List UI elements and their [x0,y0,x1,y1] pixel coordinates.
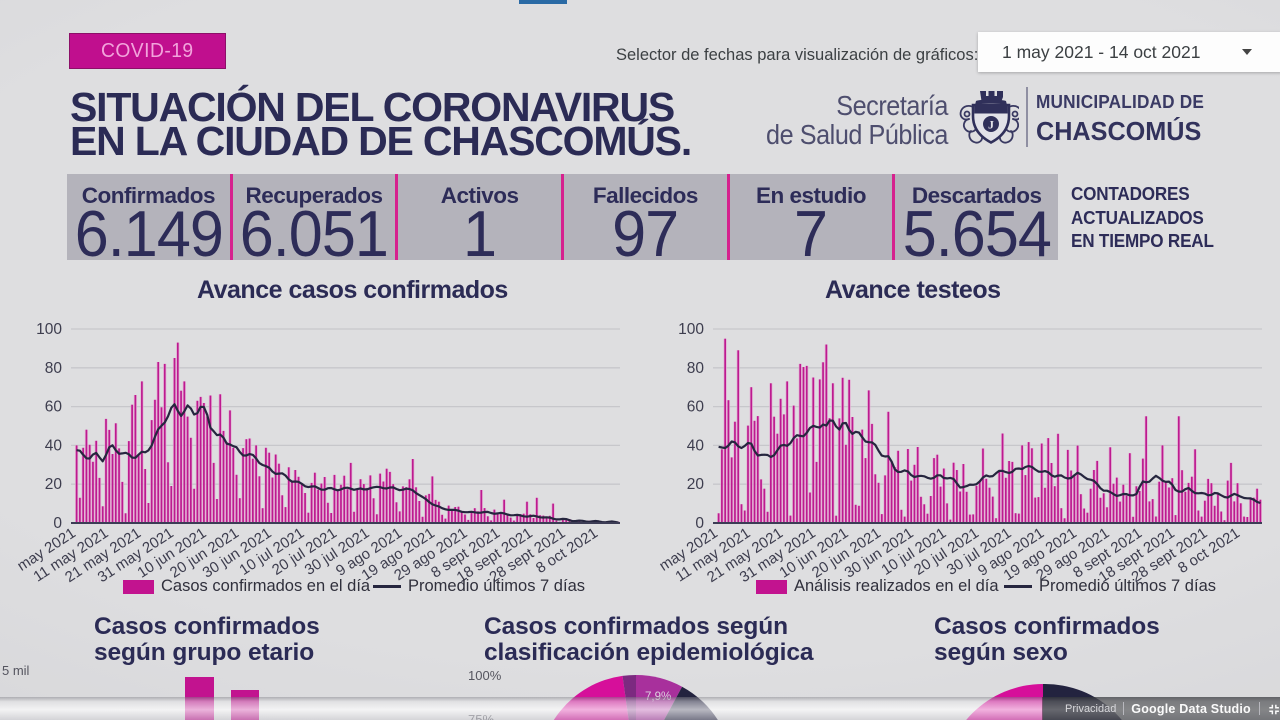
svg-text:J: J [988,118,994,132]
svg-text:20: 20 [45,476,63,493]
svg-text:80: 80 [45,360,63,377]
svg-text:60: 60 [687,399,705,416]
svg-text:40: 40 [687,437,705,454]
svg-text:0: 0 [53,515,62,532]
svg-text:100: 100 [36,321,62,338]
svg-text:100: 100 [678,321,704,338]
svg-text:80: 80 [687,360,705,377]
svg-text:40: 40 [45,437,63,454]
svg-text:60: 60 [45,399,63,416]
svg-text:20: 20 [687,476,705,493]
svg-text:0: 0 [695,515,704,532]
